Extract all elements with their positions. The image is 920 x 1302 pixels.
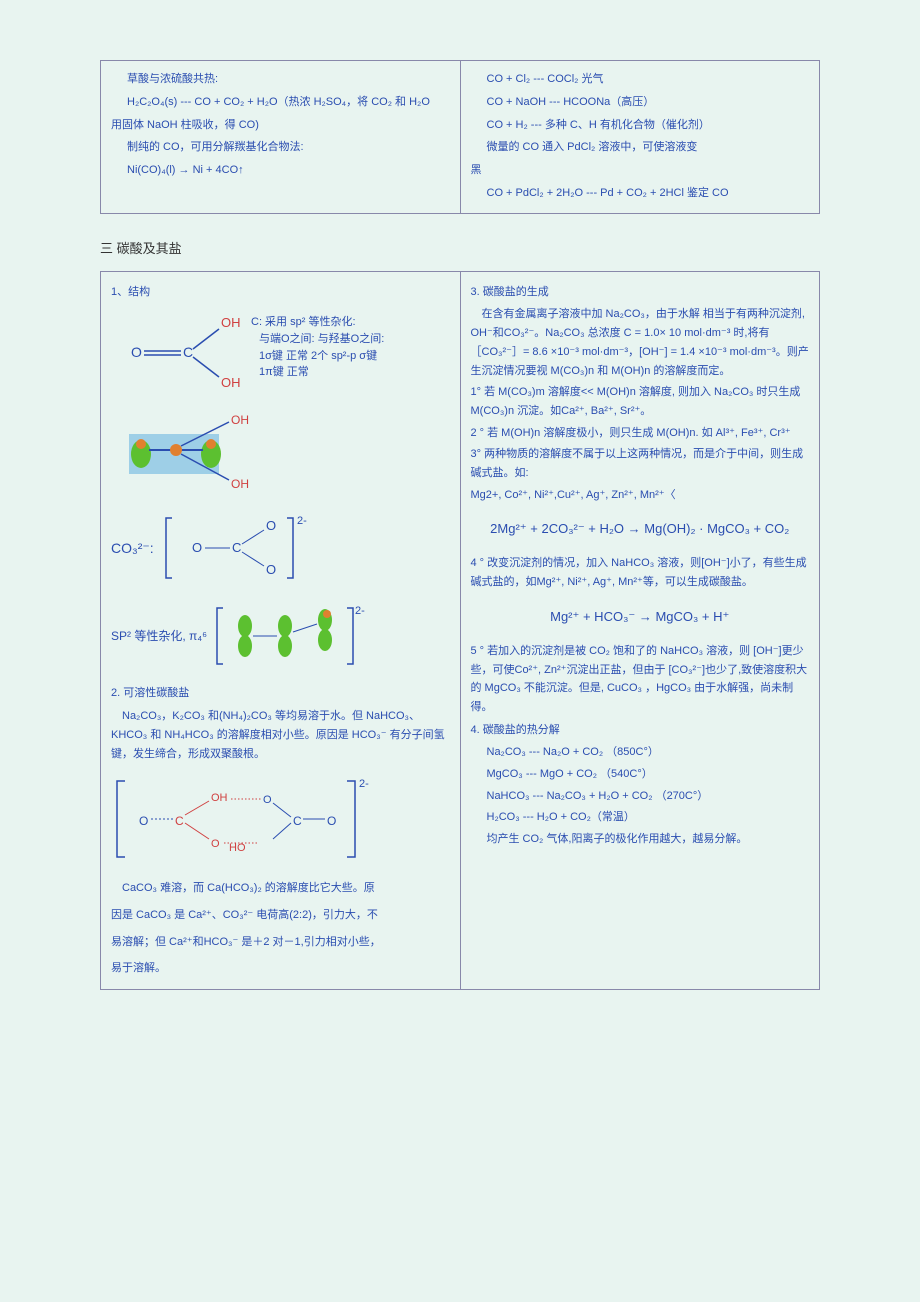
top-l2: H₂C₂O₄(s) --- CO + CO₂ + H₂O（热浓 H₂SO₄，将 … (111, 93, 450, 113)
svg-text:2-: 2- (355, 605, 365, 617)
svg-text:OH: OH (231, 413, 249, 427)
svg-text:C: C (232, 540, 241, 555)
heading-soluble: 2. 可溶性碳酸盐 (111, 684, 450, 703)
top-left-col: 草酸与浓硫酸共热: H₂C₂O₄(s) --- CO + CO₂ + H₂O（热… (101, 61, 461, 213)
svg-text:O: O (192, 540, 202, 555)
molecule-3d-diagram-1: OH OH (111, 408, 281, 498)
svg-text:O: O (266, 562, 276, 577)
svg-text:O: O (211, 838, 220, 850)
svg-text:O: O (266, 518, 276, 533)
left-column: 1、结构 O C OH OH C: 采用 sp² 等性杂化: 与端O之间: 与羟… (101, 272, 461, 989)
svg-text:O: O (327, 814, 336, 828)
top-l1: 草酸与浓硫酸共热: (111, 70, 450, 90)
decomp-3: NaHCO₃ --- Na₂CO₃ + H₂O + CO₂ （270C°） (471, 787, 810, 806)
sp2-orbital-diagram: 2- (215, 600, 365, 672)
heading-formation: 3. 碳酸盐的生成 (471, 283, 810, 302)
svg-text:C: C (183, 344, 193, 360)
svg-text:O: O (131, 344, 142, 360)
top-r5: 黑 (471, 161, 810, 181)
decomp-2: MgCO₃ --- MgO + CO₂ （540C°） (471, 765, 810, 784)
right-p1: 在含有金属离子溶液中加 Na₂CO₃，由于水解 相当于有两种沉淀剂, OH⁻和C… (471, 305, 810, 380)
decomp-1: Na₂CO₃ --- Na₂O + CO₂ （850C°） (471, 743, 810, 762)
left-p1: Na₂CO₃，K₂CO₃ 和(NH₄)₂CO₃ 等均易溶于水。但 NaHCO₃、… (111, 707, 450, 763)
svg-text:1π键 正常: 1π键 正常 (259, 364, 309, 378)
equation-2: Mg²⁺ + HCO₃⁻ → MgCO₃ + H⁺ (471, 606, 810, 628)
svg-text:C: C (175, 814, 184, 828)
svg-text:OH: OH (221, 375, 241, 390)
main-content-box: 1、结构 O C OH OH C: 采用 sp² 等性杂化: 与端O之间: 与羟… (100, 271, 820, 990)
right-p7: 5 ° 若加入的沉淀剂是被 CO₂ 饱和了的 NaHCO₃ 溶液，则 [OH⁻]… (471, 642, 810, 717)
left-p4: 易溶解；但 Ca²⁺和HCO₃⁻ 是＋2 对－1,引力相对小些， (111, 933, 450, 952)
decomp-4: H₂CO₃ --- H₂O + CO₂（常温） (471, 808, 810, 827)
svg-text:HO: HO (229, 842, 246, 854)
carbonic-acid-structure-diagram: O C OH OH C: 采用 sp² 等性杂化: 与端O之间: 与羟基O之间:… (111, 307, 441, 402)
top-l3: 用固体 NaOH 柱吸收，得 CO) (111, 116, 450, 136)
section-title: 三 碳酸及其盐 (100, 238, 820, 257)
svg-text:C: 采用 sp² 等性杂化:: C: 采用 sp² 等性杂化: (251, 314, 356, 328)
sp2-label: SP² 等性杂化, π₄⁶ (111, 626, 207, 646)
left-p3: 因是 CaCO₃ 是 Ca²⁺、CO₃²⁻ 电荷高(2:2)，引力大，不 (111, 906, 450, 925)
left-p5: 易于溶解。 (111, 959, 450, 978)
heading-structure: 1、结构 (111, 283, 450, 302)
top-summary-box: 草酸与浓硫酸共热: H₂C₂O₄(s) --- CO + CO₂ + H₂O（热… (100, 60, 820, 214)
right-p3: 2 ° 若 M(OH)n 溶解度极小，则只生成 M(OH)n. 如 Al³⁺, … (471, 424, 810, 443)
decomp-5: 均产生 CO₂ 气体,阳离子的极化作用越大，越易分解。 (471, 830, 810, 849)
left-p2: CaCO₃ 难溶，而 Ca(HCO₃)₂ 的溶解度比它大些。原 (111, 879, 450, 898)
hco3-dimer-diagram: 2- O C OH O O HO C O (111, 769, 371, 869)
top-r6: CO + PdCl₂ + 2H₂O --- Pd + CO₂ + 2HCl 鉴定… (471, 184, 810, 204)
right-p4: 3° 两种物质的溶解度不属于以上这两种情况，而是介于中间，则生成碱式盐。如: (471, 445, 810, 482)
right-p2: 1° 若 M(CO₃)m 溶解度<< M(OH)n 溶解度, 则加入 Na₂CO… (471, 383, 810, 420)
top-right-col: CO + Cl₂ --- COCl₂ 光气 CO + NaOH --- HCOO… (461, 61, 820, 213)
sp2-orbital-row: SP² 等性杂化, π₄⁶ 2- (111, 600, 450, 672)
svg-text:1σ键 正常 2个 sp²-p σ键: 1σ键 正常 2个 sp²-p σ键 (259, 348, 377, 362)
top-r4: 微量的 CO 通入 PdCl₂ 溶液中，可使溶液变 (471, 138, 810, 158)
svg-text:OH: OH (221, 315, 241, 330)
svg-text:OH: OH (211, 792, 228, 804)
right-column: 3. 碳酸盐的生成 在含有金属离子溶液中加 Na₂CO₃，由于水解 相当于有两种… (461, 272, 820, 989)
heading-decomposition: 4. 碳酸盐的热分解 (471, 721, 810, 740)
top-r1: CO + Cl₂ --- COCl₂ 光气 (471, 70, 810, 90)
equation-1: 2Mg²⁺ + 2CO₃²⁻ + H₂O → Mg(OH)₂ · MgCO₃ +… (471, 518, 810, 540)
svg-text:2-: 2- (359, 778, 369, 790)
right-p6: 4 ° 改变沉淀剂的情况，加入 NaHCO₃ 溶液，则[OH⁻]小了，有些生成碱… (471, 554, 810, 591)
top-r3: CO + H₂ --- 多种 C、H 有机化合物（催化剂） (471, 116, 810, 136)
co3-label: CO₃²⁻: (111, 537, 154, 561)
co3-bracket-diagram: 2- O C O O (162, 508, 312, 588)
svg-text:2-: 2- (297, 515, 307, 527)
svg-text:O: O (263, 794, 272, 806)
svg-text:与端O之间: 与羟基O之间:: 与端O之间: 与羟基O之间: (259, 331, 384, 345)
right-p5: Mg2+, Co²⁺, Ni²⁺,Cu²⁺, Ag⁺, Zn²⁺, Mn²⁺〈 (471, 486, 810, 505)
co3-structure-row: CO₃²⁻: 2- O C O O (111, 508, 450, 588)
svg-text:C: C (293, 814, 302, 828)
svg-text:OH: OH (231, 477, 249, 491)
top-l4: 制纯的 CO，可用分解羰基化合物法: (111, 138, 450, 158)
top-l5: Ni(CO)₄(l) → Ni + 4CO↑ (111, 161, 450, 181)
svg-text:O: O (139, 814, 148, 828)
top-r2: CO + NaOH --- HCOONa（高压） (471, 93, 810, 113)
